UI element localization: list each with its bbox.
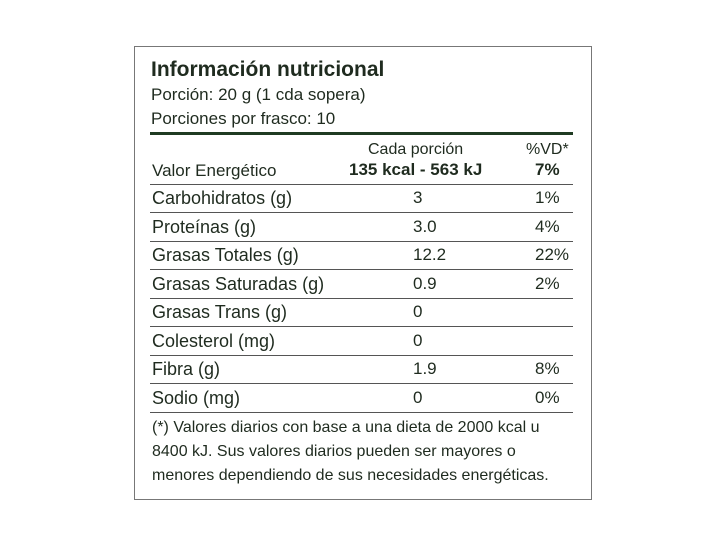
footnote: 8400 kJ. Sus valores diarios pueden ser … (152, 443, 516, 460)
footnote: menores dependiendo de sus necesidades e… (152, 467, 549, 484)
footnote: (*) Valores diarios con base a una dieta… (152, 419, 540, 436)
row-rule (150, 354, 573, 356)
row-rule (150, 269, 573, 270)
row-dv: 7% (535, 160, 560, 179)
thick-rule (150, 132, 573, 135)
row-value: 3.0 (413, 216, 437, 236)
title: Información nutricional (151, 58, 385, 81)
row-value: 3 (413, 188, 423, 207)
row-value: 0.9 (413, 273, 437, 293)
row-rule (150, 297, 573, 299)
row-label: Carbohidratos (g) (152, 188, 293, 208)
row-rule (150, 326, 573, 327)
row-value: 0 (413, 387, 423, 407)
serving: Porción: 20 g (1 cda sopera) (151, 85, 366, 104)
row-label: Valor Energético (152, 161, 277, 180)
row-dv: 2% (535, 273, 560, 293)
row-label: Grasas Saturadas (g) (152, 273, 325, 294)
row-value: 12.2 (413, 245, 447, 264)
col-header: %VD* (526, 141, 569, 158)
row-rule (150, 383, 573, 384)
row-rule (150, 212, 573, 213)
row-dv: 1% (535, 188, 560, 207)
row-dv: 8% (535, 359, 560, 378)
row-value: 0 (413, 302, 423, 321)
label-box (134, 46, 592, 500)
row-label: Colesterol (mg) (152, 330, 276, 351)
servings: Porciones por frasco: 10 (151, 109, 336, 128)
row-value: 0 (413, 330, 423, 350)
row-rule (150, 411, 573, 413)
row-dv: 22% (535, 245, 570, 264)
row-value: 1.9 (413, 359, 437, 378)
row-value: 135 kcal - 563 kJ (349, 160, 483, 179)
row-label: Proteínas (g) (152, 216, 257, 237)
row-rule (150, 184, 573, 185)
row-label: Sodio (mg) (152, 387, 241, 408)
col-header: Cada porción (368, 141, 464, 158)
row-dv: 4% (535, 216, 560, 236)
row-label: Fibra (g) (152, 359, 221, 379)
row-label: Grasas Trans (g) (152, 302, 288, 322)
row-rule (150, 240, 573, 242)
row-dv: 0% (535, 387, 560, 407)
row-label: Grasas Totales (g) (152, 245, 299, 265)
